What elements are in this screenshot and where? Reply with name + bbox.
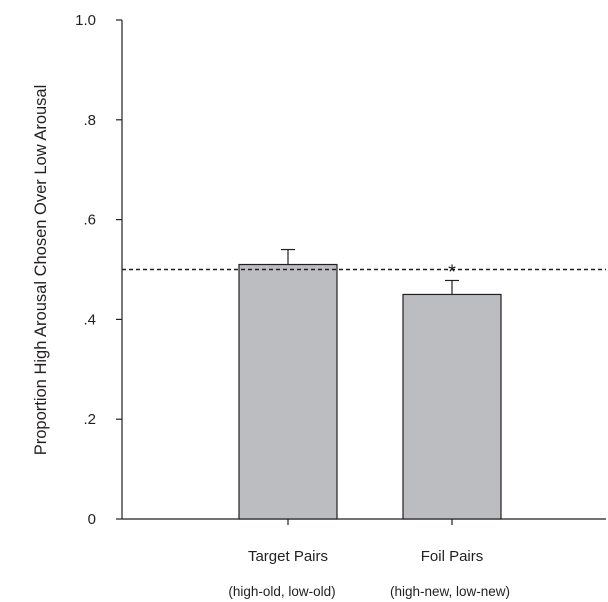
category-label: Foil Pairs — [421, 548, 484, 565]
y-tick-label: .6 — [83, 212, 96, 229]
y-tick-label: 1.0 — [75, 12, 96, 29]
labels: * Target Pairs Foil Pairs (high-old, low-ol… — [228, 261, 510, 599]
y-tick-label: .2 — [83, 411, 96, 428]
bar — [238, 263, 338, 520]
significance-marker: * — [448, 261, 456, 283]
y-axis-label: Proportion High Arousal Chosen Over Low … — [32, 85, 50, 456]
bar — [402, 293, 502, 520]
y-tick-label: .8 — [83, 112, 96, 129]
axes: 0 .2 .4 .6 .8 1.0 — [75, 12, 606, 528]
subcategory-label: (high-new, low-new) — [390, 584, 510, 599]
y-tick-label: .4 — [83, 311, 96, 328]
category-label: Target Pairs — [248, 548, 328, 565]
subcategory-label: (high-old, low-old) — [228, 584, 335, 599]
bars — [122, 248, 606, 520]
y-tick-label: 0 — [88, 511, 96, 528]
